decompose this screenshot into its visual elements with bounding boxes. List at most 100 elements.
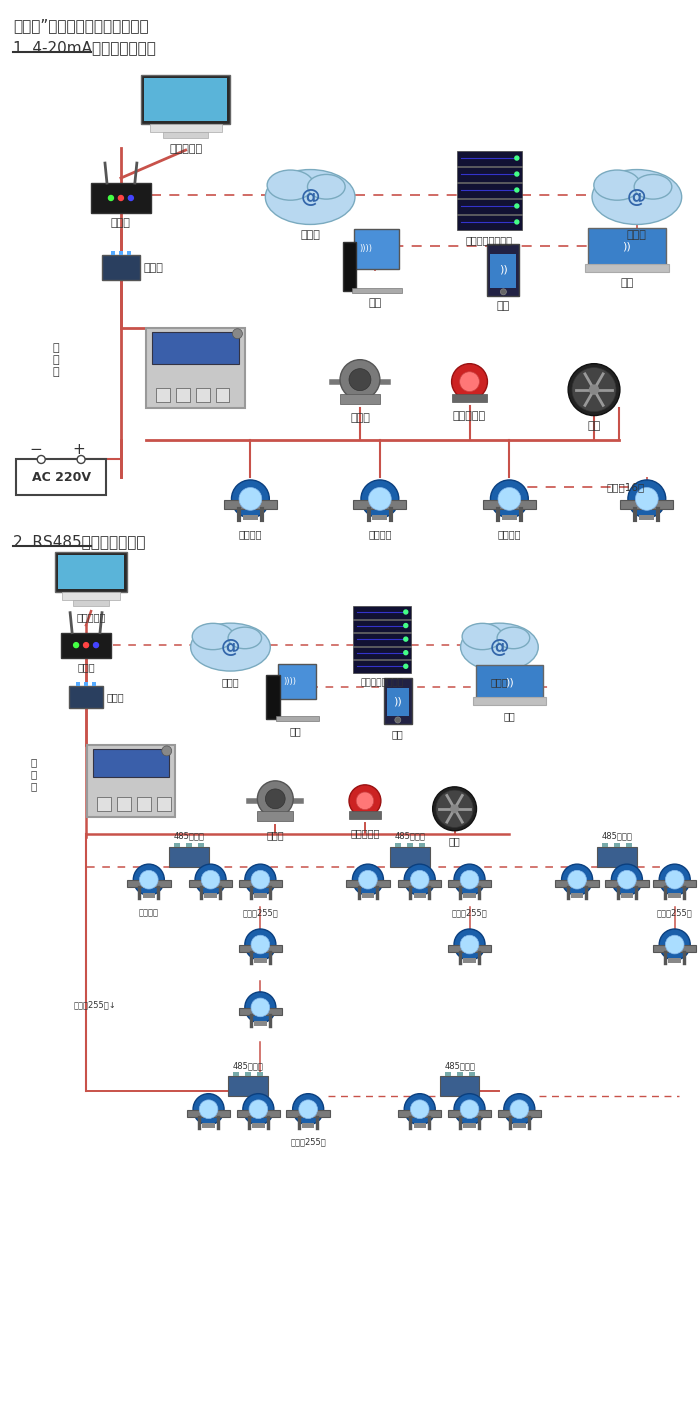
Text: −: − [30,442,43,457]
Bar [55,553,127,592]
Bar [491,253,517,288]
Bar [463,1123,476,1127]
Bar [342,242,356,291]
Circle shape [251,998,270,1017]
Text: )): )) [393,696,402,706]
Circle shape [460,371,480,391]
Text: 通: 通 [30,757,36,767]
Bar [448,881,491,888]
Text: 2. RS485信号连接系统图: 2. RS485信号连接系统图 [13,535,146,549]
Bar [513,1123,526,1127]
Text: @: @ [220,637,240,657]
Bar [475,666,543,699]
Circle shape [349,785,381,817]
Text: 路由器: 路由器 [111,218,131,228]
Text: 安帕尔网络服务器: 安帕尔网络服务器 [360,678,403,687]
Circle shape [251,936,270,954]
Circle shape [659,864,690,895]
Bar [62,592,120,601]
Text: 互联网: 互联网 [222,677,239,687]
Circle shape [404,637,408,642]
Text: 1. 4-20mA信号连接系统图: 1. 4-20mA信号连接系统图 [13,41,156,55]
Circle shape [589,384,599,395]
Bar [448,946,491,953]
Bar [150,124,221,132]
Bar [16,460,106,495]
Bar [91,183,150,212]
Text: 互联网: 互联网 [491,677,508,687]
Bar [195,387,209,401]
Text: 信号输出: 信号输出 [239,529,262,540]
Bar [353,619,411,632]
Circle shape [199,1100,218,1119]
Circle shape [433,787,477,830]
Circle shape [195,864,226,895]
Circle shape [514,172,519,176]
Bar [143,893,155,898]
Text: 可连接16个: 可连接16个 [607,483,645,492]
Bar [602,843,608,847]
Circle shape [498,488,521,511]
Ellipse shape [461,623,538,671]
Bar [349,810,381,819]
Text: 电脑: 电脑 [289,726,301,736]
Bar [653,946,696,953]
Text: 可连接255台: 可连接255台 [290,1138,326,1147]
Text: 可连接255台: 可连接255台 [242,908,278,917]
Circle shape [404,864,435,895]
Circle shape [436,791,473,827]
Circle shape [128,196,134,200]
Bar [390,847,430,867]
Bar [76,682,80,687]
Circle shape [245,992,276,1023]
Bar [354,229,399,269]
Text: 单机版电脑: 单机版电脑 [76,612,106,622]
Bar [457,198,522,214]
Bar [588,228,666,266]
Text: 可连接255台: 可连接255台 [657,908,692,917]
Text: 终端: 终端 [620,277,634,288]
Bar [498,1110,541,1117]
Bar [372,515,388,519]
Bar [597,847,637,867]
Bar [487,243,519,295]
Bar [457,167,522,182]
Text: 可连接255台: 可连接255台 [452,908,487,917]
Bar [197,843,204,847]
Bar [639,515,654,519]
Circle shape [659,929,690,960]
Bar [176,387,190,401]
Circle shape [514,219,519,224]
Circle shape [201,871,220,889]
Circle shape [450,805,459,813]
Bar [87,744,175,817]
Circle shape [352,864,384,895]
Bar [61,633,111,657]
Text: 声光报警器: 声光报警器 [350,827,379,837]
Bar [452,394,487,401]
Circle shape [460,936,479,954]
Circle shape [611,864,643,895]
Bar [156,387,169,401]
Bar [398,1110,442,1117]
Text: 机气猫”系列带显示固定式检测仪: 机气猫”系列带显示固定式检测仪 [13,18,149,34]
Circle shape [504,1093,535,1124]
Text: @: @ [300,187,320,207]
Text: 电脑: 电脑 [368,298,382,308]
Bar [102,256,140,280]
Circle shape [232,480,270,518]
Text: 声光报警器: 声光报警器 [453,411,486,421]
Text: 安帕尔网络服务器: 安帕尔网络服务器 [466,235,513,245]
Circle shape [561,864,593,895]
Text: )): )) [505,677,514,687]
Circle shape [568,871,587,889]
Bar [174,843,180,847]
Bar [463,958,476,962]
Bar [473,696,546,705]
Ellipse shape [228,628,262,649]
Bar [254,893,267,898]
Circle shape [293,1093,323,1124]
Text: 485中继器: 485中继器 [394,832,425,841]
Text: )): )) [622,242,631,252]
Circle shape [193,1093,224,1124]
